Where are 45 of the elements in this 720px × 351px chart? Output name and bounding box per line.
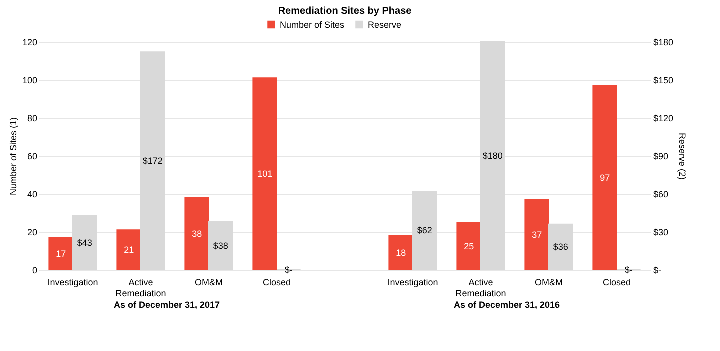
- y2-tick-label: $180: [654, 38, 674, 48]
- data-label: $180: [482, 151, 503, 161]
- data-label: 97: [600, 172, 610, 183]
- y2-tick-label: $30: [654, 228, 669, 238]
- y-axis-title: Number of Sites (1): [8, 117, 18, 196]
- y2-tick-label: $150: [654, 76, 674, 86]
- y-tick-label: 40: [27, 190, 38, 200]
- legend-label: Number of Sites: [280, 20, 346, 30]
- data-label: 18: [396, 248, 406, 258]
- y-tick-label: 20: [27, 228, 38, 238]
- x-tick-label: Closed: [602, 278, 632, 288]
- data-label: $36: [553, 242, 568, 252]
- y-tick-label: 60: [27, 152, 38, 162]
- data-label: $43: [77, 238, 92, 248]
- data-label: $38: [213, 240, 228, 251]
- data-label: $-: [284, 265, 293, 275]
- data-label: 21: [124, 245, 134, 256]
- x-tick-label: Active Remediation: [116, 278, 166, 298]
- y2-tick-label: $60: [654, 190, 669, 200]
- data-label: $62: [417, 226, 432, 236]
- x-tick-label: Investigation: [48, 278, 98, 288]
- data-label: 37: [532, 230, 542, 240]
- data-label: 101: [258, 169, 273, 180]
- y-tick-label: 120: [22, 38, 38, 48]
- x-tick-label: OM&M: [195, 278, 223, 288]
- y-tick-label: 0: [32, 266, 38, 276]
- data-label: $172: [142, 156, 163, 166]
- y2-tick-label: $90: [654, 152, 669, 162]
- y2-tick-label: $120: [654, 114, 674, 124]
- text: As of December 31, 2016: [454, 300, 560, 310]
- y2-tick-label: $-: [654, 266, 662, 276]
- data-label: $-: [624, 265, 633, 275]
- x-tick-label: OM&M: [535, 278, 563, 288]
- text: As of December 31, 2017: [114, 300, 220, 310]
- x-tick-label: Closed: [262, 278, 292, 288]
- x-tick-label: Investigation: [388, 278, 438, 288]
- y-tick-label: 100: [22, 76, 38, 86]
- data-label: 25: [464, 241, 474, 252]
- y-tick-label: 80: [27, 114, 38, 124]
- y2-axis-title: Reserve (2): [678, 132, 688, 180]
- data-label: 38: [192, 228, 202, 239]
- legend-label: Reserve: [368, 20, 402, 30]
- data-label: 17: [56, 248, 66, 259]
- chart-title: Remediation Sites by Phase: [278, 6, 412, 17]
- x-tick-label: Active Remediation: [456, 278, 506, 298]
